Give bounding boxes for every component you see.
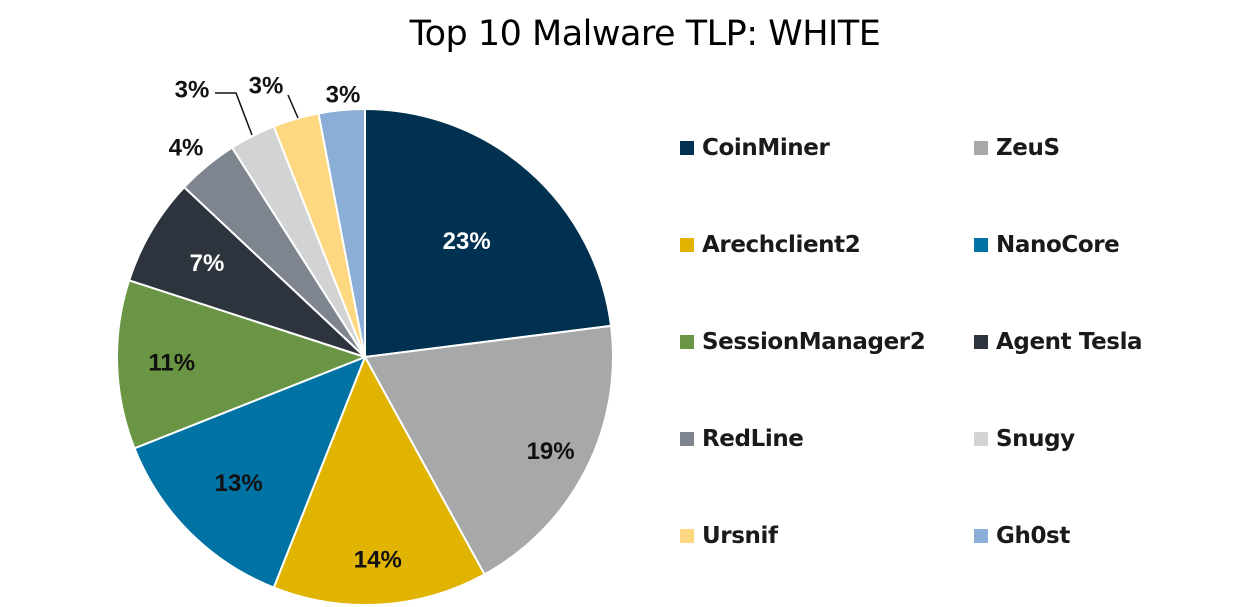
legend-label: NanoCore [996, 232, 1120, 258]
legend-swatch [974, 238, 988, 252]
legend-swatch [680, 238, 694, 252]
legend-swatch [974, 529, 988, 543]
pie-slice-sessionmanager2 [116, 279, 368, 450]
pie-slice-nanocore [133, 355, 367, 589]
legend-label: Ursnif [702, 523, 778, 549]
pie-slice-coinminer [364, 107, 613, 359]
slice-label-gh0st: 3% [326, 82, 361, 109]
slice-label-zeus: 19% [527, 438, 575, 465]
slice-label-coinminer: 23% [443, 228, 491, 255]
legend-item-ursnif: Ursnif [680, 521, 778, 551]
legend-item-snugy: Snugy [974, 424, 1075, 454]
leader-line-ursnif [287, 94, 299, 119]
leader-line-snugy [215, 92, 253, 136]
legend-swatch [680, 529, 694, 543]
legend-item-redline: RedLine [680, 424, 804, 454]
legend-item-coinminer: CoinMiner [680, 133, 830, 163]
legend-item-zeus: ZeuS [974, 133, 1060, 163]
slice-label-redline: 4% [169, 135, 204, 162]
chart-title: Top 10 Malware TLP: WHITE [409, 14, 881, 54]
slice-label-agent-tesla: 7% [190, 250, 225, 277]
slice-label-snugy: 3% [175, 77, 210, 104]
legend-item-agent-tesla: Agent Tesla [974, 327, 1143, 357]
slice-label-nanocore: 13% [215, 470, 263, 497]
slice-label-ursnif: 3% [249, 73, 284, 100]
legend-swatch [680, 141, 694, 155]
slice-labels: 23% 19% 14% 13% 11% 7% 4% 3% 3% 3% [148, 73, 574, 574]
legend-label: SessionManager2 [702, 329, 926, 355]
legend-label: RedLine [702, 426, 804, 452]
leader-lines [215, 92, 299, 136]
pie-slice-gh0st [317, 107, 366, 358]
pie-slice-arechclient2 [272, 354, 486, 606]
legend-label: ZeuS [996, 135, 1060, 161]
pie-slice-zeus [363, 324, 614, 576]
legend-item-sessionmanager2: SessionManager2 [680, 327, 926, 357]
slice-label-arechclient2: 14% [354, 547, 402, 574]
legend-label: Snugy [996, 426, 1075, 452]
pie-chart: 23% 19% 14% 13% 11% 7% 4% 3% 3% 3% [116, 73, 614, 606]
legend-item-nanocore: NanoCore [974, 230, 1120, 260]
slice-label-sessionmanager2: 11% [148, 350, 195, 377]
legend-swatch [680, 432, 694, 446]
legend-item-gh0st: Gh0st [974, 521, 1070, 551]
legend-label: CoinMiner [702, 135, 830, 161]
legend-label: Agent Tesla [996, 329, 1143, 355]
pie-slices [116, 107, 614, 606]
legend-swatch [680, 335, 694, 349]
pie-slice-agent-tesla [127, 185, 366, 358]
legend-label: Arechclient2 [702, 232, 861, 258]
legend-label: Gh0st [996, 523, 1070, 549]
legend-swatch [974, 141, 988, 155]
legend-swatch [974, 432, 988, 446]
legend-swatch [974, 335, 988, 349]
legend-item-arechclient2: Arechclient2 [680, 230, 861, 260]
